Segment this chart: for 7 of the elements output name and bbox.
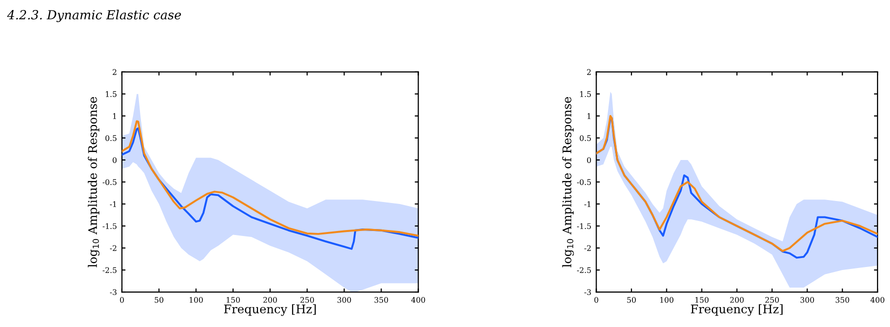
y-axis-title: log$_{10}$ Amplitude of Response [88, 97, 100, 268]
x-axis-title: Frequency [Hz] [224, 304, 316, 316]
line-series [122, 120, 418, 237]
x-axis-title: Frequency [Hz] [690, 304, 783, 316]
y-axis-title: log$_{10}$ Amplitude of Response [562, 97, 574, 268]
line-series [122, 127, 418, 250]
chart-title: 4.2.3. Dynamic Elastic case [7, 10, 181, 22]
